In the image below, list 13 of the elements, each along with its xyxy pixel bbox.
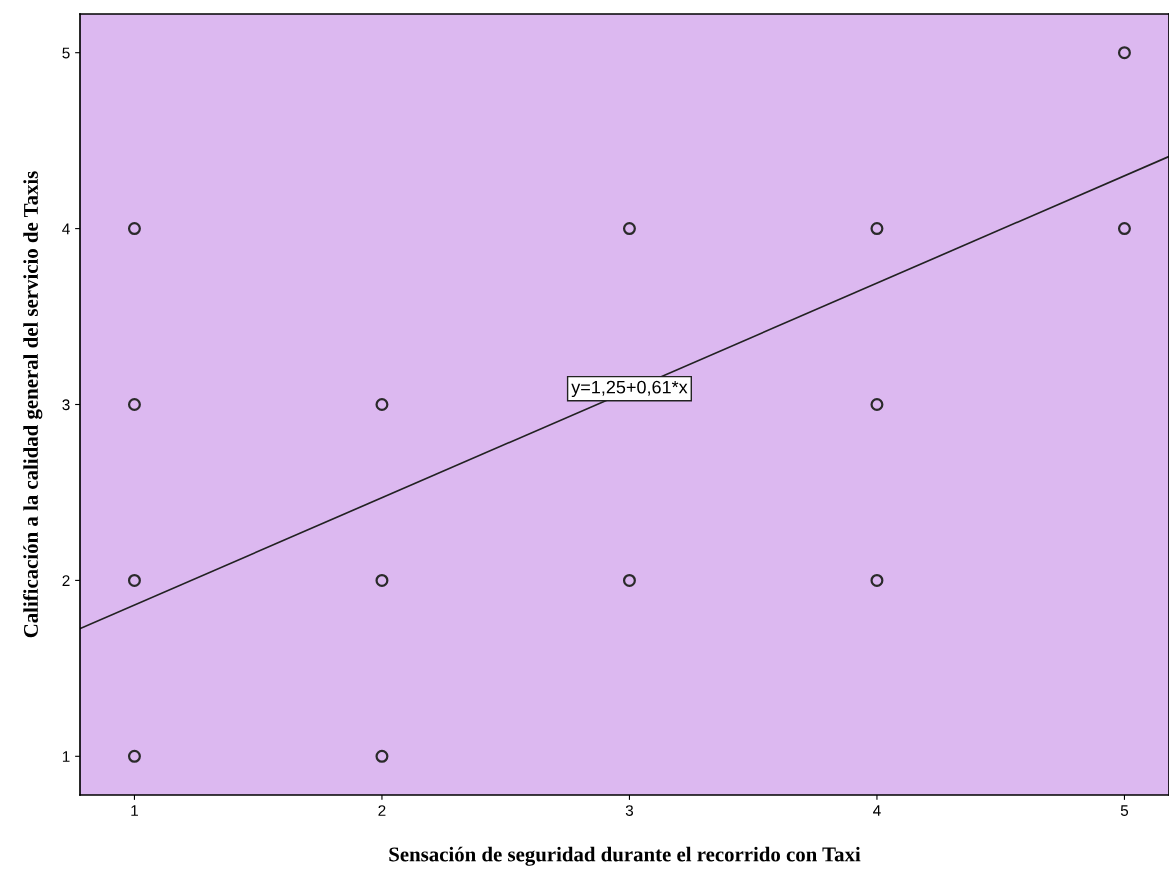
y-axis-title: Calificación a la calidad general del servicio de Taxis <box>23 171 43 638</box>
x-tick-label: 3 <box>625 805 634 816</box>
y-tick-label: 4 <box>62 223 70 235</box>
y-tick-label: 5 <box>62 47 70 59</box>
x-tick-label: 2 <box>378 805 386 816</box>
x-tick-label: 4 <box>873 805 881 816</box>
y-tick-label: 2 <box>62 575 70 586</box>
x-axis-title: Sensación de seguridad durante el recorrido con Taxi <box>389 846 861 866</box>
y-tick-label: 1 <box>62 751 70 762</box>
x-tick-label: 1 <box>131 805 138 816</box>
annotation: y=1,25+0,61*x <box>571 380 688 398</box>
x-tick-label: 5 <box>1120 805 1129 816</box>
y-tick-label: 3 <box>62 399 70 411</box>
